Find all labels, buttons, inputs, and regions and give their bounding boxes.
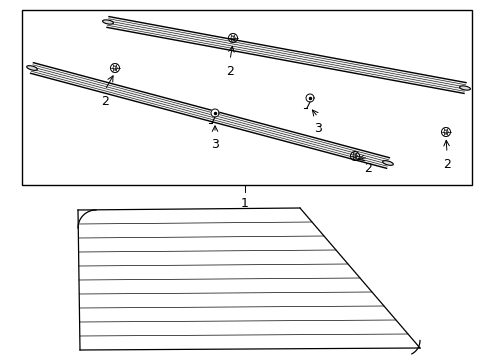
Text: 3: 3	[211, 138, 219, 151]
Text: 3: 3	[313, 122, 321, 135]
Text: 2: 2	[364, 162, 371, 175]
Text: 2: 2	[225, 65, 233, 78]
Polygon shape	[107, 17, 465, 93]
Ellipse shape	[459, 86, 469, 90]
Text: 2: 2	[442, 158, 450, 171]
Ellipse shape	[382, 161, 392, 165]
Polygon shape	[211, 109, 219, 117]
Polygon shape	[31, 63, 388, 168]
Text: 1: 1	[241, 197, 248, 210]
Polygon shape	[305, 94, 313, 102]
Bar	[22, 10, 471, 185]
Ellipse shape	[27, 66, 37, 70]
Ellipse shape	[102, 20, 113, 24]
Text: 2: 2	[101, 95, 109, 108]
Polygon shape	[78, 208, 419, 350]
